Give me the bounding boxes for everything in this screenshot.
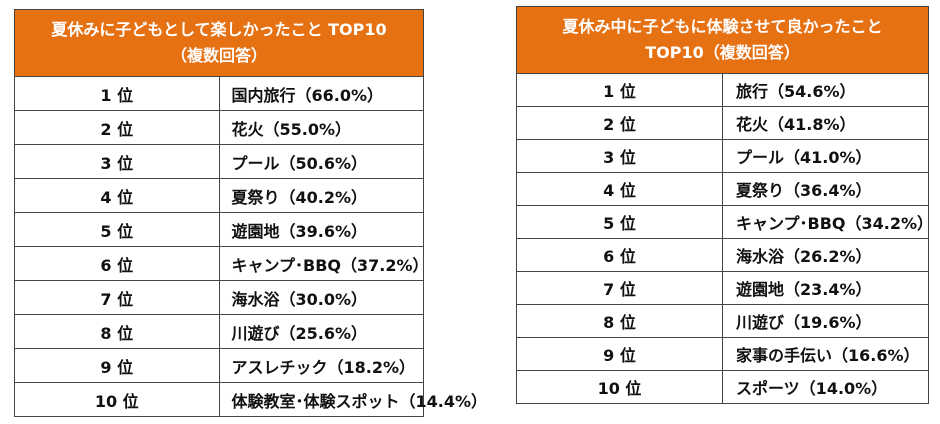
table-row: 4 位夏祭り（36.4%） — [516, 172, 929, 206]
rank-cell: 2 位 — [516, 106, 723, 140]
item-cell: 旅行（54.6%） — [722, 73, 929, 107]
item-cell: 夏祭り（40.2%） — [218, 178, 424, 213]
item-cell: 夏祭り（36.4%） — [722, 172, 929, 206]
right-table-title-line2: TOP10（複数回答） — [645, 43, 800, 62]
rank-cell: 3 位 — [516, 139, 723, 173]
rank-cell: 8 位 — [14, 314, 220, 349]
right-table-title-line1: 夏休み中に子どもに体験させて良かったこと — [562, 17, 883, 36]
table-row: 5 位キャンプ･BBQ（34.2%） — [516, 205, 933, 239]
item-cell: プール（41.0%） — [722, 139, 929, 173]
item-cell: 体験教室･体験スポット（14.4%） — [218, 382, 487, 417]
rank-cell: 4 位 — [516, 172, 723, 206]
table-row: 1 位旅行（54.6%） — [516, 73, 929, 107]
rank-cell: 9 位 — [14, 348, 220, 383]
item-cell: 遊園地（39.6%） — [218, 212, 424, 247]
table-row: 4 位夏祭り（40.2%） — [14, 178, 424, 213]
item-cell: 花火（41.8%） — [722, 106, 929, 140]
rank-cell: 4 位 — [14, 178, 220, 213]
table-row: 6 位キャンプ･BBQ（37.2%） — [14, 246, 429, 281]
rank-cell: 6 位 — [14, 246, 220, 281]
item-cell: 川遊び（25.6%） — [218, 314, 424, 349]
right-table-body: 1 位旅行（54.6%） 2 位花火（41.8%） 3 位プール（41.0%） 4 位… — [516, 73, 933, 404]
table-row: 10 位体験教室･体験スポット（14.4%） — [14, 382, 487, 417]
table-row: 1 位国内旅行（66.0%） — [14, 76, 424, 111]
item-cell: アスレチック（18.2%） — [218, 348, 424, 383]
item-cell: スポーツ（14.0%） — [722, 370, 929, 404]
rank-cell: 2 位 — [14, 110, 220, 145]
left-table-body: 1 位国内旅行（66.0%） 2 位花火（55.0%） 3 位プール（50.6%） 4… — [14, 76, 487, 417]
item-cell: 家事の手伝い（16.6%） — [722, 337, 929, 371]
table-row: 2 位花火（41.8%） — [516, 106, 929, 140]
rank-cell: 3 位 — [14, 144, 220, 179]
table-row: 7 位海水浴（30.0%） — [14, 280, 424, 315]
table-row: 5 位遊園地（39.6%） — [14, 212, 424, 247]
rank-cell: 5 位 — [14, 212, 220, 247]
rank-cell: 6 位 — [516, 238, 723, 272]
rank-cell: 10 位 — [516, 370, 723, 404]
item-cell: 海水浴（26.2%） — [722, 238, 929, 272]
table-row: 3 位プール（41.0%） — [516, 139, 929, 173]
left-table-header-row: 夏休みに子どもとして楽しかったこと TOP10 （複数回答） — [14, 9, 424, 77]
table-row: 3 位プール（50.6%） — [14, 144, 424, 179]
item-cell: キャンプ･BBQ（34.2%） — [722, 205, 933, 239]
item-cell: 遊園地（23.4%） — [722, 271, 929, 305]
rank-cell: 8 位 — [516, 304, 723, 338]
table-row: 8 位川遊び（25.6%） — [14, 314, 424, 349]
rank-cell: 10 位 — [14, 382, 220, 417]
item-cell: 川遊び（19.6%） — [722, 304, 929, 338]
left-table-title: 夏休みに子どもとして楽しかったこと TOP10 （複数回答） — [14, 9, 424, 77]
rank-cell: 5 位 — [516, 205, 723, 239]
item-cell: 国内旅行（66.0%） — [218, 76, 424, 111]
table-row: 7 位遊園地（23.4%） — [516, 271, 929, 305]
item-cell: プール（50.6%） — [218, 144, 424, 179]
table-row: 8 位川遊び（19.6%） — [516, 304, 929, 338]
rank-cell: 1 位 — [14, 76, 220, 111]
table-row: 2 位花火（55.0%） — [14, 110, 424, 145]
left-ranking-table: 夏休みに子どもとして楽しかったこと TOP10 （複数回答） 1 位国内旅行（6… — [14, 9, 487, 417]
table-row: 10 位スポーツ（14.0%） — [516, 370, 929, 404]
left-table-title-line1: 夏休みに子どもとして楽しかったこと TOP10 — [51, 20, 387, 39]
table-row: 6 位海水浴（26.2%） — [516, 238, 929, 272]
right-ranking-table: 夏休み中に子どもに体験させて良かったこと TOP10（複数回答） 1 位旅行（5… — [516, 6, 933, 404]
rank-cell: 7 位 — [14, 280, 220, 315]
item-cell: 海水浴（30.0%） — [218, 280, 424, 315]
rank-cell: 9 位 — [516, 337, 723, 371]
table-row: 9 位家事の手伝い（16.6%） — [516, 337, 929, 371]
item-cell: 花火（55.0%） — [218, 110, 424, 145]
right-table-title: 夏休み中に子どもに体験させて良かったこと TOP10（複数回答） — [516, 6, 929, 74]
right-table-header-row: 夏休み中に子どもに体験させて良かったこと TOP10（複数回答） — [516, 6, 929, 74]
item-cell: キャンプ･BBQ（37.2%） — [218, 246, 429, 281]
left-table-title-line2: （複数回答） — [170, 46, 267, 65]
rank-cell: 1 位 — [516, 73, 723, 107]
rank-cell: 7 位 — [516, 271, 723, 305]
table-row: 9 位アスレチック（18.2%） — [14, 348, 424, 383]
